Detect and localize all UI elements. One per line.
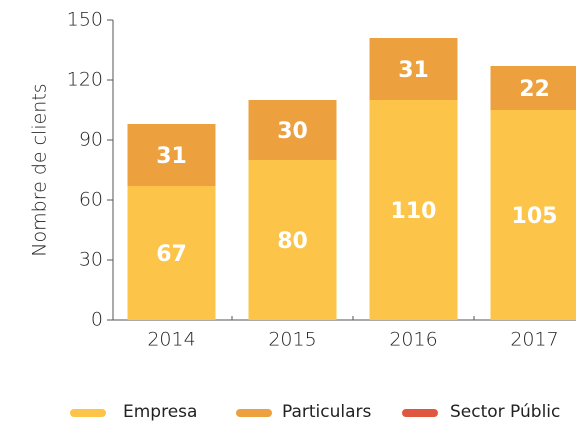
data-label: 110 (391, 199, 437, 224)
legend-label: Empresa (123, 402, 197, 422)
data-label: 22 (519, 77, 550, 102)
bar-segment (369, 100, 458, 320)
bar-segment (490, 66, 576, 110)
x-tick-label: 2015 (268, 329, 316, 351)
bar-segment (127, 186, 216, 320)
data-label: 30 (277, 119, 308, 144)
data-label: 67 (156, 242, 187, 267)
data-label: 31 (156, 144, 187, 169)
bar-segment (248, 160, 337, 320)
bar-segment (248, 100, 337, 160)
bar-segment (490, 110, 576, 320)
y-tick-label: 30 (79, 249, 103, 271)
y-tick-label: 0 (91, 309, 103, 331)
y-tick-label: 150 (67, 9, 103, 31)
y-tick-label: 60 (79, 189, 103, 211)
data-label: 105 (512, 204, 558, 229)
y-tick-label: 120 (67, 69, 103, 91)
x-tick-label: 2016 (389, 329, 437, 351)
data-label: 31 (398, 58, 429, 83)
legend-label: Particulars (282, 402, 372, 422)
y-axis-label: Nombre de clients (29, 83, 51, 256)
bar-segment (369, 38, 458, 100)
x-tick-label: 2017 (510, 329, 558, 351)
data-label: 80 (277, 229, 308, 254)
bar-segment (127, 124, 216, 186)
legend-label: Sector Públic (450, 402, 560, 422)
x-tick-label: 2014 (147, 329, 195, 351)
y-tick-label: 90 (79, 129, 103, 151)
